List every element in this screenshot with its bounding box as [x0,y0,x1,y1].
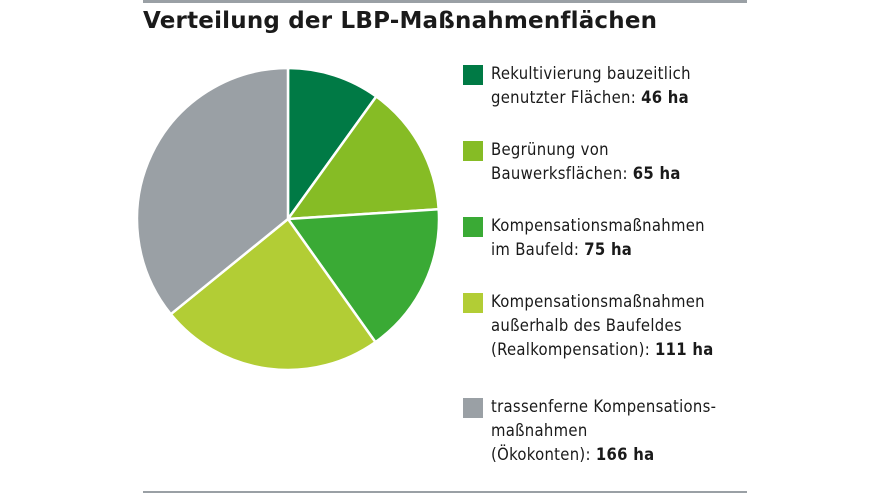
legend-label-line: maßnahmen [491,421,588,440]
legend-label-line: Rekultivierung bauzeitlich [491,64,691,83]
legend-label-2: Kompensationsmaßnahmen im Baufeld: 75 ha [491,214,705,262]
legend-label-line: (Ökokonten): 166 ha [491,445,655,464]
legend-label-4: trassenferne Kompensations-maßnahmen (Öko… [491,395,716,467]
legend-value-label: 46 ha [641,88,689,107]
legend-value-label: 166 ha [595,445,655,464]
pie-slice-2 [286,208,441,344]
legend-item-4: trassenferne Kompensations-maßnahmen (Öko… [463,395,753,467]
legend-value-label: 65 ha [632,164,681,183]
legend-item-3: Kompensationsmaßnahmen außerhalb des Bauf… [463,290,753,362]
pie-slice-4 [135,66,290,316]
legend-label-line: im Baufeld: 75 ha [491,240,633,259]
legend-label-0: Rekultivierung bauzeitlich genutzter Fläc… [491,62,691,110]
legend-label-line: Kompensationsmaßnahmen [491,292,705,311]
legend-item-2: Kompensationsmaßnahmen im Baufeld: 75 ha [463,214,753,262]
legend-swatch-2 [463,217,483,237]
pie-slice-1 [286,95,440,221]
legend-item-0: Rekultivierung bauzeitlich genutzter Fläc… [463,62,753,110]
chart-title: Verteilung der LBP-Maßnahmenflächen [143,8,658,34]
legend-label-3: Kompensationsmaßnahmen außerhalb des Bauf… [491,290,714,362]
legend-swatch-0 [463,65,483,85]
legend-label-line: trassenferne Kompensations- [491,397,717,416]
legend-label-line: Bauwerksflächen: 65 ha [491,164,681,183]
pie-chart [135,66,441,372]
legend-swatch-1 [463,141,483,161]
legend-item-1: Begrünung von Bauwerksflächen: 65 ha [463,138,753,186]
legend-value-label: 111 ha [655,340,714,359]
pie-slice-0 [286,66,378,221]
legend-value-label: 75 ha [584,240,633,259]
legend-label-line: Kompensationsmaßnahmen [491,216,705,235]
legend-label-line: außerhalb des Baufeldes [491,316,682,335]
bottom-rule [143,491,747,493]
legend-swatch-4 [463,398,483,418]
legend-swatch-3 [463,293,483,313]
pie-slice-3 [169,217,377,372]
legend-label-line: genutzter Flächen: 46 ha [491,88,689,107]
top-rule [143,0,747,3]
legend-label-line: (Realkompensation): 111 ha [491,340,714,359]
legend-label-1: Begrünung von Bauwerksflächen: 65 ha [491,138,681,186]
legend-label-line: Begrünung von [491,140,609,159]
